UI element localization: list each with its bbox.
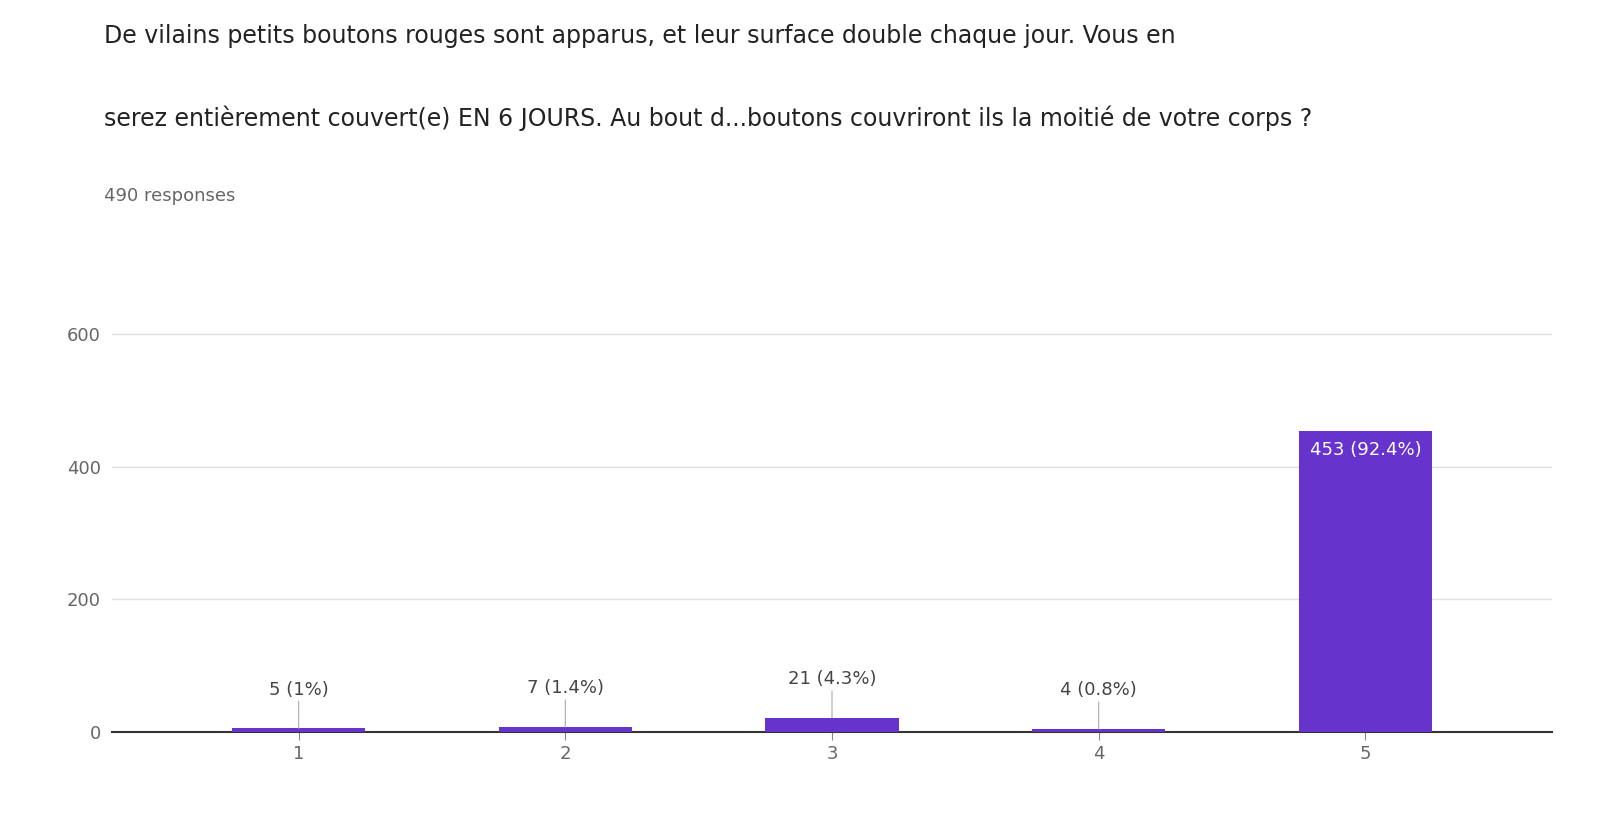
Text: 4 (0.8%): 4 (0.8%) — [1061, 681, 1138, 729]
Text: De vilains petits boutons rouges sont apparus, et leur surface double chaque jou: De vilains petits boutons rouges sont ap… — [104, 24, 1176, 49]
Bar — [1299, 432, 1432, 732]
Text: 7 (1.4%): 7 (1.4%) — [526, 679, 603, 727]
Text: 21 (4.3%): 21 (4.3%) — [787, 670, 877, 718]
Text: serez entièrement couvert(e) EN 6 JOURS. Au bout d...boutons couvriront ils la m: serez entièrement couvert(e) EN 6 JOURS.… — [104, 106, 1312, 131]
Text: 453 (92.4%): 453 (92.4%) — [1309, 441, 1421, 459]
Text: 5 (1%): 5 (1%) — [269, 680, 328, 728]
Bar — [765, 718, 899, 732]
Bar — [499, 727, 632, 732]
Bar — [1032, 729, 1165, 732]
Bar — [232, 728, 365, 732]
Text: 490 responses: 490 responses — [104, 187, 235, 205]
